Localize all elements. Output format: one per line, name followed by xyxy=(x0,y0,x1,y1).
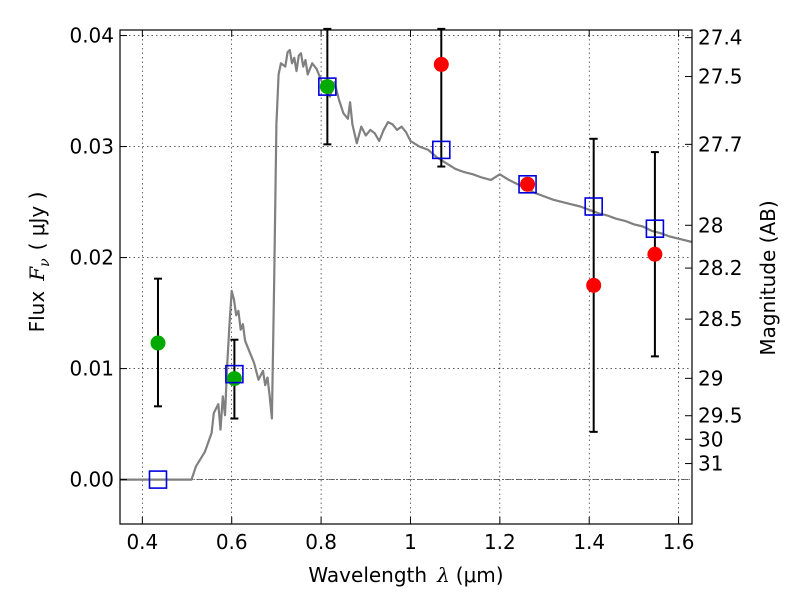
model-flux-marker xyxy=(225,364,244,384)
y-axis-left: 0.00 0.01 0.02 0.03 0.04 xyxy=(69,24,127,492)
mag-tick-label: 28.2 xyxy=(698,256,743,280)
mag-tick-label: 29 xyxy=(698,366,723,390)
model-flux-marker xyxy=(318,77,337,96)
photometry-point xyxy=(150,335,166,351)
photometry-point xyxy=(647,246,663,262)
y2-axis-label: Magnitude (AB) xyxy=(756,200,780,355)
model-flux-marker xyxy=(148,470,168,489)
y-axis-label-symbol: F xyxy=(25,266,49,282)
mag-tick-label: 28.5 xyxy=(698,307,743,331)
photometry-point xyxy=(226,371,242,387)
x-axis: 0.4 0.6 0.8 1 1.2 1.4 1.6 xyxy=(126,30,695,554)
mag-tick-label: 28 xyxy=(698,213,723,237)
model-flux-marker xyxy=(432,140,451,160)
y-tick-label: 0.00 xyxy=(69,468,114,492)
y-tick-label: 0.04 xyxy=(69,24,114,48)
x-axis-label-symbol: λ xyxy=(436,563,450,587)
x-tick-label: 1.6 xyxy=(663,530,695,554)
photometry-point xyxy=(319,79,335,95)
x-tick-label: 0.6 xyxy=(216,530,248,554)
photometry-point xyxy=(520,176,536,192)
x-tick-label: 0.4 xyxy=(126,530,158,554)
y-axis-label-unit: ( μJy ) xyxy=(25,192,49,251)
x-tick-label: 1.2 xyxy=(484,530,516,554)
x-tick-label: 1 xyxy=(404,530,417,554)
mag-tick-label: 30 xyxy=(698,427,723,451)
error-bars xyxy=(153,27,659,433)
mag-tick-label: 27.5 xyxy=(698,65,743,89)
mag-tick-label: 29.5 xyxy=(698,404,743,428)
model-flux-marker xyxy=(584,197,603,216)
grid-lines xyxy=(120,30,692,524)
y-axis-label-text: Flux xyxy=(25,291,49,333)
y-tick-label: 0.02 xyxy=(69,246,114,270)
y-tick-label: 0.01 xyxy=(69,357,114,381)
photometry-points xyxy=(150,56,663,387)
y-tick-label: 0.03 xyxy=(69,135,114,159)
model-flux-marker xyxy=(518,175,537,194)
mag-tick-label: 27.4 xyxy=(698,26,743,50)
model-flux-marker xyxy=(645,219,665,239)
plot-frame xyxy=(119,29,693,525)
mag-tick-label: 27.7 xyxy=(698,132,743,156)
mag-tick-label: 31 xyxy=(698,452,723,476)
y-axis-label-subscript: ν xyxy=(37,258,53,267)
photometry-point xyxy=(433,56,449,72)
x-axis-label-text: Wavelength xyxy=(308,563,427,587)
x-tick-label: 1.4 xyxy=(573,530,605,554)
x-tick-label: 0.8 xyxy=(305,530,337,554)
spectrum-line xyxy=(120,48,693,481)
x-axis-label-unit: (μm) xyxy=(456,563,504,587)
model-markers xyxy=(148,77,665,489)
y-axis-label: Flux Fν ( μJy ) xyxy=(25,192,53,333)
spectrum-curve xyxy=(120,48,693,481)
photometry-point xyxy=(586,277,602,293)
x-axis-label: Wavelength λ (μm) xyxy=(308,563,503,587)
